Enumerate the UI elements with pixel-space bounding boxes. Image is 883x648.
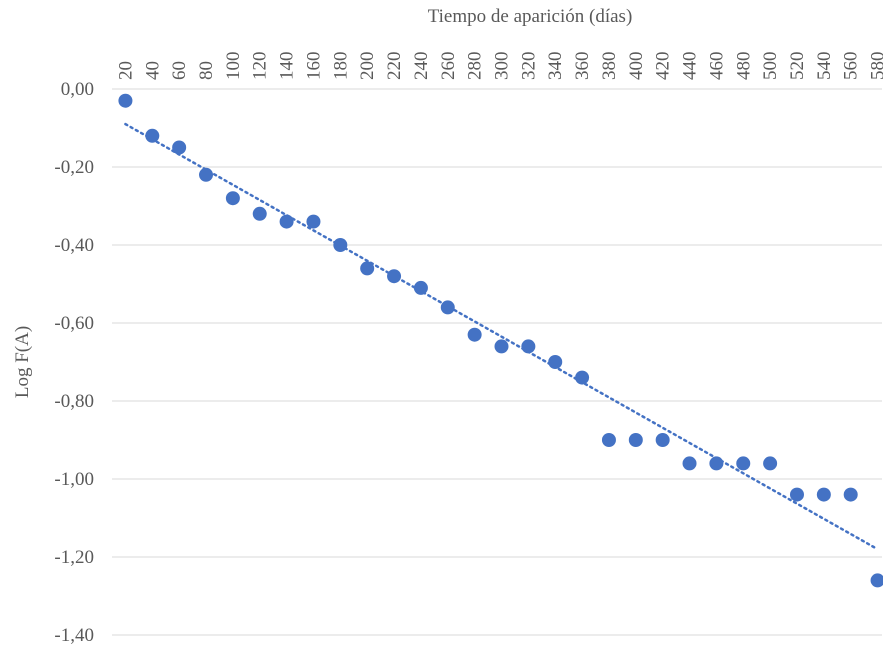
x-tick-label: 20 (115, 61, 136, 80)
data-point (789, 487, 804, 502)
x-tick-label: 280 (465, 52, 486, 81)
x-tick-label: 300 (492, 52, 513, 81)
trendline (124, 122, 879, 551)
x-tick-label: 260 (438, 52, 459, 81)
x-tick-label: 380 (599, 52, 620, 81)
data-point (225, 191, 240, 206)
x-tick-label: 100 (223, 52, 244, 81)
data-point (172, 140, 187, 155)
y-tick-label: -1,40 (54, 625, 94, 646)
y-tick-label: -0,40 (54, 235, 94, 256)
y-tick-label: -1,20 (54, 547, 94, 568)
x-tick-label: 560 (841, 52, 862, 81)
data-point (521, 339, 536, 354)
data-point (252, 206, 267, 221)
data-point (655, 433, 670, 447)
y-tick-label: -0,60 (54, 313, 94, 334)
x-tick-label: 240 (411, 52, 432, 81)
data-point (682, 456, 697, 471)
data-point (736, 456, 751, 471)
x-axis-title: Tiempo de aparición (días) (428, 6, 633, 27)
x-tick-label: 220 (384, 52, 405, 81)
x-tick-label: 320 (518, 52, 539, 81)
data-point (601, 433, 616, 447)
x-tick-label: 360 (572, 52, 593, 81)
data-point (306, 214, 321, 229)
data-point (548, 355, 563, 369)
x-tick-label: 160 (303, 52, 324, 81)
data-point (145, 128, 160, 143)
x-tick-label: 40 (142, 61, 163, 80)
x-tick-label: 420 (653, 52, 674, 81)
x-tick-label: 440 (680, 52, 701, 81)
data-point (709, 456, 724, 471)
data-point (763, 456, 778, 471)
x-tick-label: 120 (250, 52, 271, 81)
data-point (575, 370, 590, 385)
x-tick-label: 580 (868, 52, 883, 81)
x-tick-label: 200 (357, 52, 378, 81)
x-tick-label: 60 (169, 61, 190, 80)
data-point (843, 487, 858, 502)
data-point (440, 300, 455, 315)
x-tick-label: 540 (814, 52, 835, 81)
y-tick-label: -1,00 (54, 469, 94, 490)
data-point (870, 573, 883, 588)
data-point (413, 280, 428, 295)
x-tick-label: 460 (706, 52, 727, 81)
y-tick-label: 0,00 (61, 79, 94, 100)
data-point (816, 487, 831, 502)
x-tick-label: 500 (760, 52, 781, 81)
x-tick-label: 80 (196, 61, 217, 80)
x-tick-label: 140 (277, 52, 298, 81)
y-tick-label: -0,80 (54, 391, 94, 412)
x-tick-label: 520 (787, 52, 808, 81)
data-point (467, 327, 482, 342)
data-point (494, 339, 509, 354)
data-point (118, 93, 133, 108)
x-tick-label: 340 (545, 52, 566, 81)
x-tick-label: 180 (330, 52, 351, 81)
data-point (360, 261, 375, 276)
y-axis-title: Log F(A) (12, 326, 33, 398)
data-point (387, 269, 402, 284)
x-tick-label: 480 (733, 52, 754, 81)
data-point (333, 238, 348, 252)
data-point (279, 214, 294, 229)
data-point (199, 167, 214, 182)
x-tick-label: 400 (626, 52, 647, 81)
data-point (628, 433, 643, 447)
y-tick-label: -0,20 (54, 157, 94, 178)
